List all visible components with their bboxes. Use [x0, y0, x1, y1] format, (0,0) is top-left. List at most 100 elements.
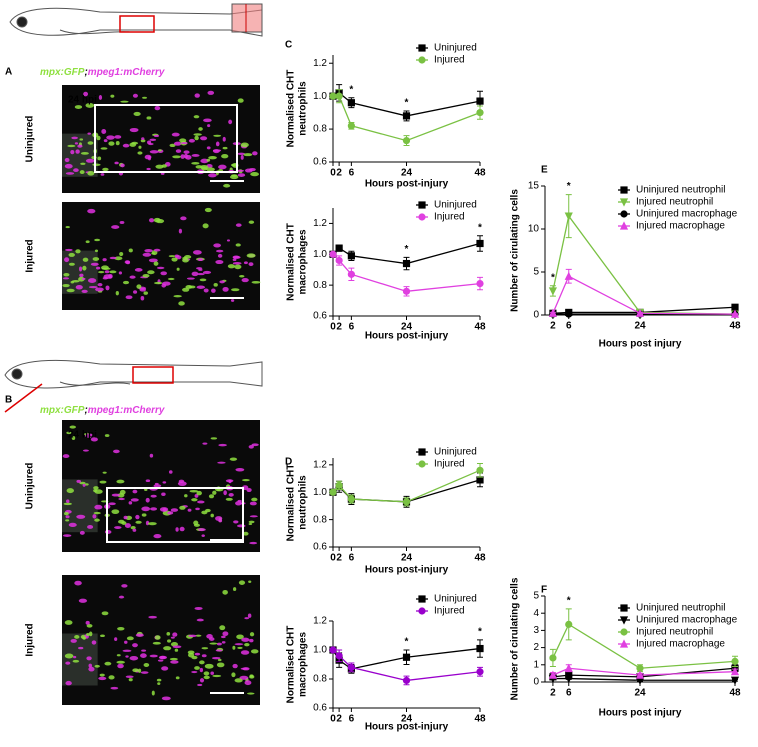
- series-line: [552, 275, 736, 315]
- cell: [240, 650, 250, 655]
- cell: [234, 678, 243, 683]
- cell: [197, 500, 205, 504]
- panel-label: F: [541, 585, 547, 596]
- cell: [237, 152, 246, 155]
- cell: [244, 617, 250, 620]
- cell: [104, 530, 112, 534]
- cell: [110, 686, 119, 690]
- cell: [64, 157, 70, 163]
- larva-drawing: [9, 3, 263, 37]
- legend-marker: [619, 639, 629, 648]
- cell: [82, 449, 89, 452]
- cell: [106, 135, 115, 140]
- cell: [65, 515, 70, 519]
- cell: [76, 479, 82, 483]
- cell: [65, 226, 70, 229]
- cell: [96, 135, 101, 141]
- cell: [156, 678, 162, 682]
- cell: [62, 534, 72, 537]
- x-tick-label: 48: [474, 322, 486, 333]
- cell: [149, 654, 158, 658]
- cell: [71, 436, 76, 441]
- cell: [138, 145, 142, 149]
- x-tick-label: 6: [566, 321, 572, 332]
- cell: [70, 638, 77, 643]
- cell: [249, 501, 257, 506]
- time-label: 24 hpi: [68, 95, 97, 106]
- cell: [215, 260, 224, 265]
- cell: [210, 513, 214, 518]
- marker: [476, 239, 484, 248]
- cell: [65, 661, 71, 665]
- marker: [335, 92, 343, 100]
- cell: [217, 253, 223, 258]
- cell: [64, 257, 70, 263]
- cell: [79, 266, 83, 272]
- cell: [175, 527, 179, 532]
- cell: [228, 492, 234, 497]
- legend-marker: [619, 198, 629, 207]
- marker: [347, 252, 355, 260]
- cell: [65, 680, 72, 686]
- cell: [188, 138, 195, 143]
- cell: [191, 162, 200, 165]
- cell: [167, 511, 174, 515]
- cell: [150, 494, 157, 498]
- cell: [97, 282, 103, 287]
- y-axis-label: Number of cirulating cells: [510, 189, 521, 312]
- panel-label: C: [285, 40, 292, 51]
- cell: [239, 675, 249, 680]
- cell: [196, 267, 203, 270]
- cell: [179, 138, 187, 143]
- cell: [85, 240, 90, 244]
- cell: [191, 154, 200, 157]
- cell: [92, 257, 100, 261]
- cell: [154, 281, 163, 285]
- cell: [153, 484, 162, 488]
- cell: [75, 149, 80, 154]
- legend-label: Injured: [434, 606, 465, 617]
- cell: [132, 528, 137, 532]
- cell: [132, 643, 138, 648]
- cell: [180, 142, 188, 145]
- marker: [548, 670, 558, 679]
- cell: [248, 520, 255, 524]
- cell: [149, 150, 159, 154]
- cell: [114, 637, 118, 641]
- image-title: mpx:GFP;mpeg1:mCherry: [40, 405, 165, 416]
- legend-label: Uninjured: [434, 43, 477, 54]
- x-tick-label: 2: [336, 322, 342, 333]
- cell: [194, 652, 201, 656]
- y-tick-label: 0: [533, 310, 539, 321]
- cell: [124, 523, 131, 528]
- cell: [74, 580, 82, 586]
- y-axis-label: Normalised CHT: [286, 626, 297, 704]
- cell: [111, 493, 121, 497]
- cell: [78, 598, 88, 603]
- cell: [98, 270, 105, 274]
- cell: [72, 655, 77, 659]
- marker: [636, 664, 644, 672]
- cell: [145, 479, 151, 483]
- legend-marker: [620, 210, 628, 218]
- x-tick-label: 0: [330, 714, 336, 725]
- cell: [132, 668, 139, 673]
- cell: [163, 646, 172, 651]
- cell: [148, 142, 154, 146]
- cell: [79, 170, 85, 175]
- cell: [131, 141, 139, 145]
- series-line: [552, 667, 736, 676]
- marker: [476, 280, 484, 288]
- legend-label: Uninjured: [434, 594, 477, 605]
- cell: [222, 286, 229, 292]
- x-tick-label: 2: [336, 714, 342, 725]
- cell: [250, 171, 259, 177]
- cell: [151, 690, 155, 696]
- cell: [122, 280, 130, 285]
- marker: [731, 657, 739, 665]
- cell: [141, 137, 145, 141]
- image-title-part: mpx:GFP: [40, 67, 85, 78]
- cell: [82, 636, 86, 640]
- marker: [476, 109, 484, 117]
- cell: [202, 223, 209, 229]
